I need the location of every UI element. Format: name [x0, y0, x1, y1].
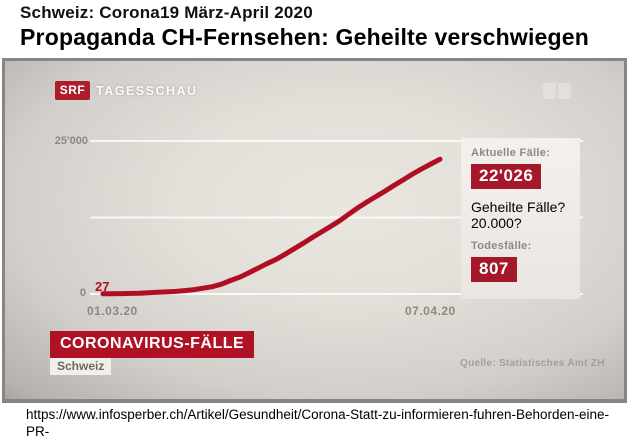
current-cases-label: Aktuelle Fälle: [471, 147, 551, 159]
program-title: TAGESSCHAU [96, 84, 198, 98]
tv-screenshot: SRF TAGESSCHAU 25'000 0 27 01.03.20 07.0… [5, 61, 624, 399]
y-axis-tick-max: 25'000 [54, 135, 88, 147]
srf-logo: SRF [55, 81, 90, 100]
source-url-line2: Kampagne (10.4.2020) [26, 441, 164, 443]
channel-watermark-icon [558, 83, 571, 99]
deaths-label: Todesfälle: [471, 240, 532, 252]
current-cases-value: 22'026 [471, 164, 542, 189]
page-title-line2: Propaganda CH-Fernsehen: Geheilte versch… [20, 24, 590, 50]
source-url: https://www.infosperber.ch/Artikel/Gesun… [26, 406, 632, 443]
chart-region-label: Schweiz [50, 358, 112, 375]
data-source-label: Quelle: Statistisches Amt ZH [460, 358, 605, 369]
case-numbers-panel: Aktuelle Fälle: 22'026 Geheilte Fälle? 2… [461, 138, 580, 299]
x-axis-end-date: 07.04.20 [405, 304, 456, 318]
first-data-point-label: 27 [95, 279, 110, 294]
cases-curve [100, 156, 443, 297]
annotation-line1: Geheilte Fälle? [471, 199, 566, 215]
source-url-line1: https://www.infosperber.ch/Artikel/Gesun… [26, 407, 610, 439]
channel-watermark-icon [543, 83, 556, 99]
page-title-line1: Schweiz: Corona19 März-April 2020 [20, 3, 313, 22]
tv-screenshot-frame: SRF TAGESSCHAU 25'000 0 27 01.03.20 07.0… [2, 58, 627, 403]
chart-title-banner: CORONAVIRUS-FÄLLE [50, 331, 255, 358]
deaths-value: 807 [471, 257, 517, 282]
healed-cases-annotation: Geheilte Fälle? 20.000? [471, 199, 570, 231]
x-axis-start-date: 01.03.20 [87, 304, 138, 318]
y-axis-tick-zero: 0 [79, 287, 86, 299]
annotation-line2: 20.000? [471, 215, 522, 231]
